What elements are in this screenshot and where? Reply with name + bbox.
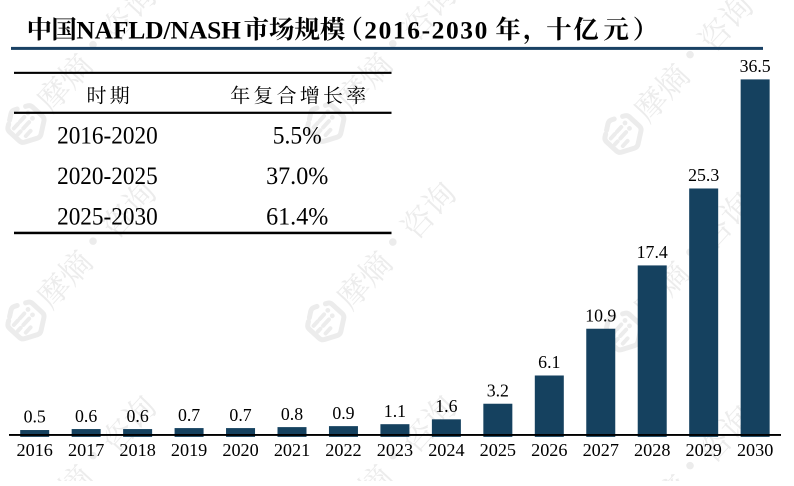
svg-text:36.5: 36.5 (740, 56, 771, 76)
svg-text:2017: 2017 (68, 440, 104, 460)
svg-text:3.2: 3.2 (487, 380, 509, 400)
svg-text:0.9: 0.9 (332, 403, 354, 423)
svg-text:0.6: 0.6 (127, 406, 149, 426)
svg-text:61.4%: 61.4% (266, 202, 328, 230)
svg-text:5.5%: 5.5% (273, 121, 322, 149)
svg-text:10.9: 10.9 (585, 305, 616, 325)
svg-text:0.7: 0.7 (178, 405, 200, 425)
svg-text:2025: 2025 (480, 440, 516, 460)
svg-text:25.3: 25.3 (688, 165, 719, 185)
svg-text:0.5: 0.5 (24, 407, 46, 427)
svg-text:2016-2020: 2016-2020 (57, 121, 158, 149)
svg-text:1.6: 1.6 (435, 396, 457, 416)
svg-text:2020: 2020 (222, 440, 258, 460)
svg-text:2022: 2022 (325, 440, 361, 460)
svg-text:2025-2030: 2025-2030 (57, 202, 158, 230)
svg-text:2019: 2019 (171, 440, 207, 460)
svg-text:2027: 2027 (583, 440, 619, 460)
svg-text:0.8: 0.8 (281, 404, 303, 424)
svg-text:2020-2025: 2020-2025 (57, 162, 158, 190)
svg-text:2016: 2016 (17, 440, 53, 460)
svg-text:2018: 2018 (119, 440, 155, 460)
svg-text:2030: 2030 (737, 440, 773, 460)
svg-text:17.4: 17.4 (637, 242, 668, 262)
svg-text:2024: 2024 (428, 440, 464, 460)
svg-text:2026: 2026 (531, 440, 567, 460)
svg-text:2029: 2029 (685, 440, 721, 460)
svg-text:0.7: 0.7 (229, 405, 251, 425)
svg-text:2016-2030: 2016-2030 (364, 16, 487, 44)
svg-text:0.6: 0.6 (75, 406, 97, 426)
svg-text:1.1: 1.1 (384, 401, 406, 421)
svg-text:2023: 2023 (377, 440, 413, 460)
svg-text:2028: 2028 (634, 440, 670, 460)
svg-text:NAFLD/NASH: NAFLD/NASH (76, 16, 241, 44)
svg-text:2021: 2021 (274, 440, 310, 460)
svg-text:6.1: 6.1 (538, 352, 560, 372)
svg-text:37.0%: 37.0% (266, 162, 328, 190)
